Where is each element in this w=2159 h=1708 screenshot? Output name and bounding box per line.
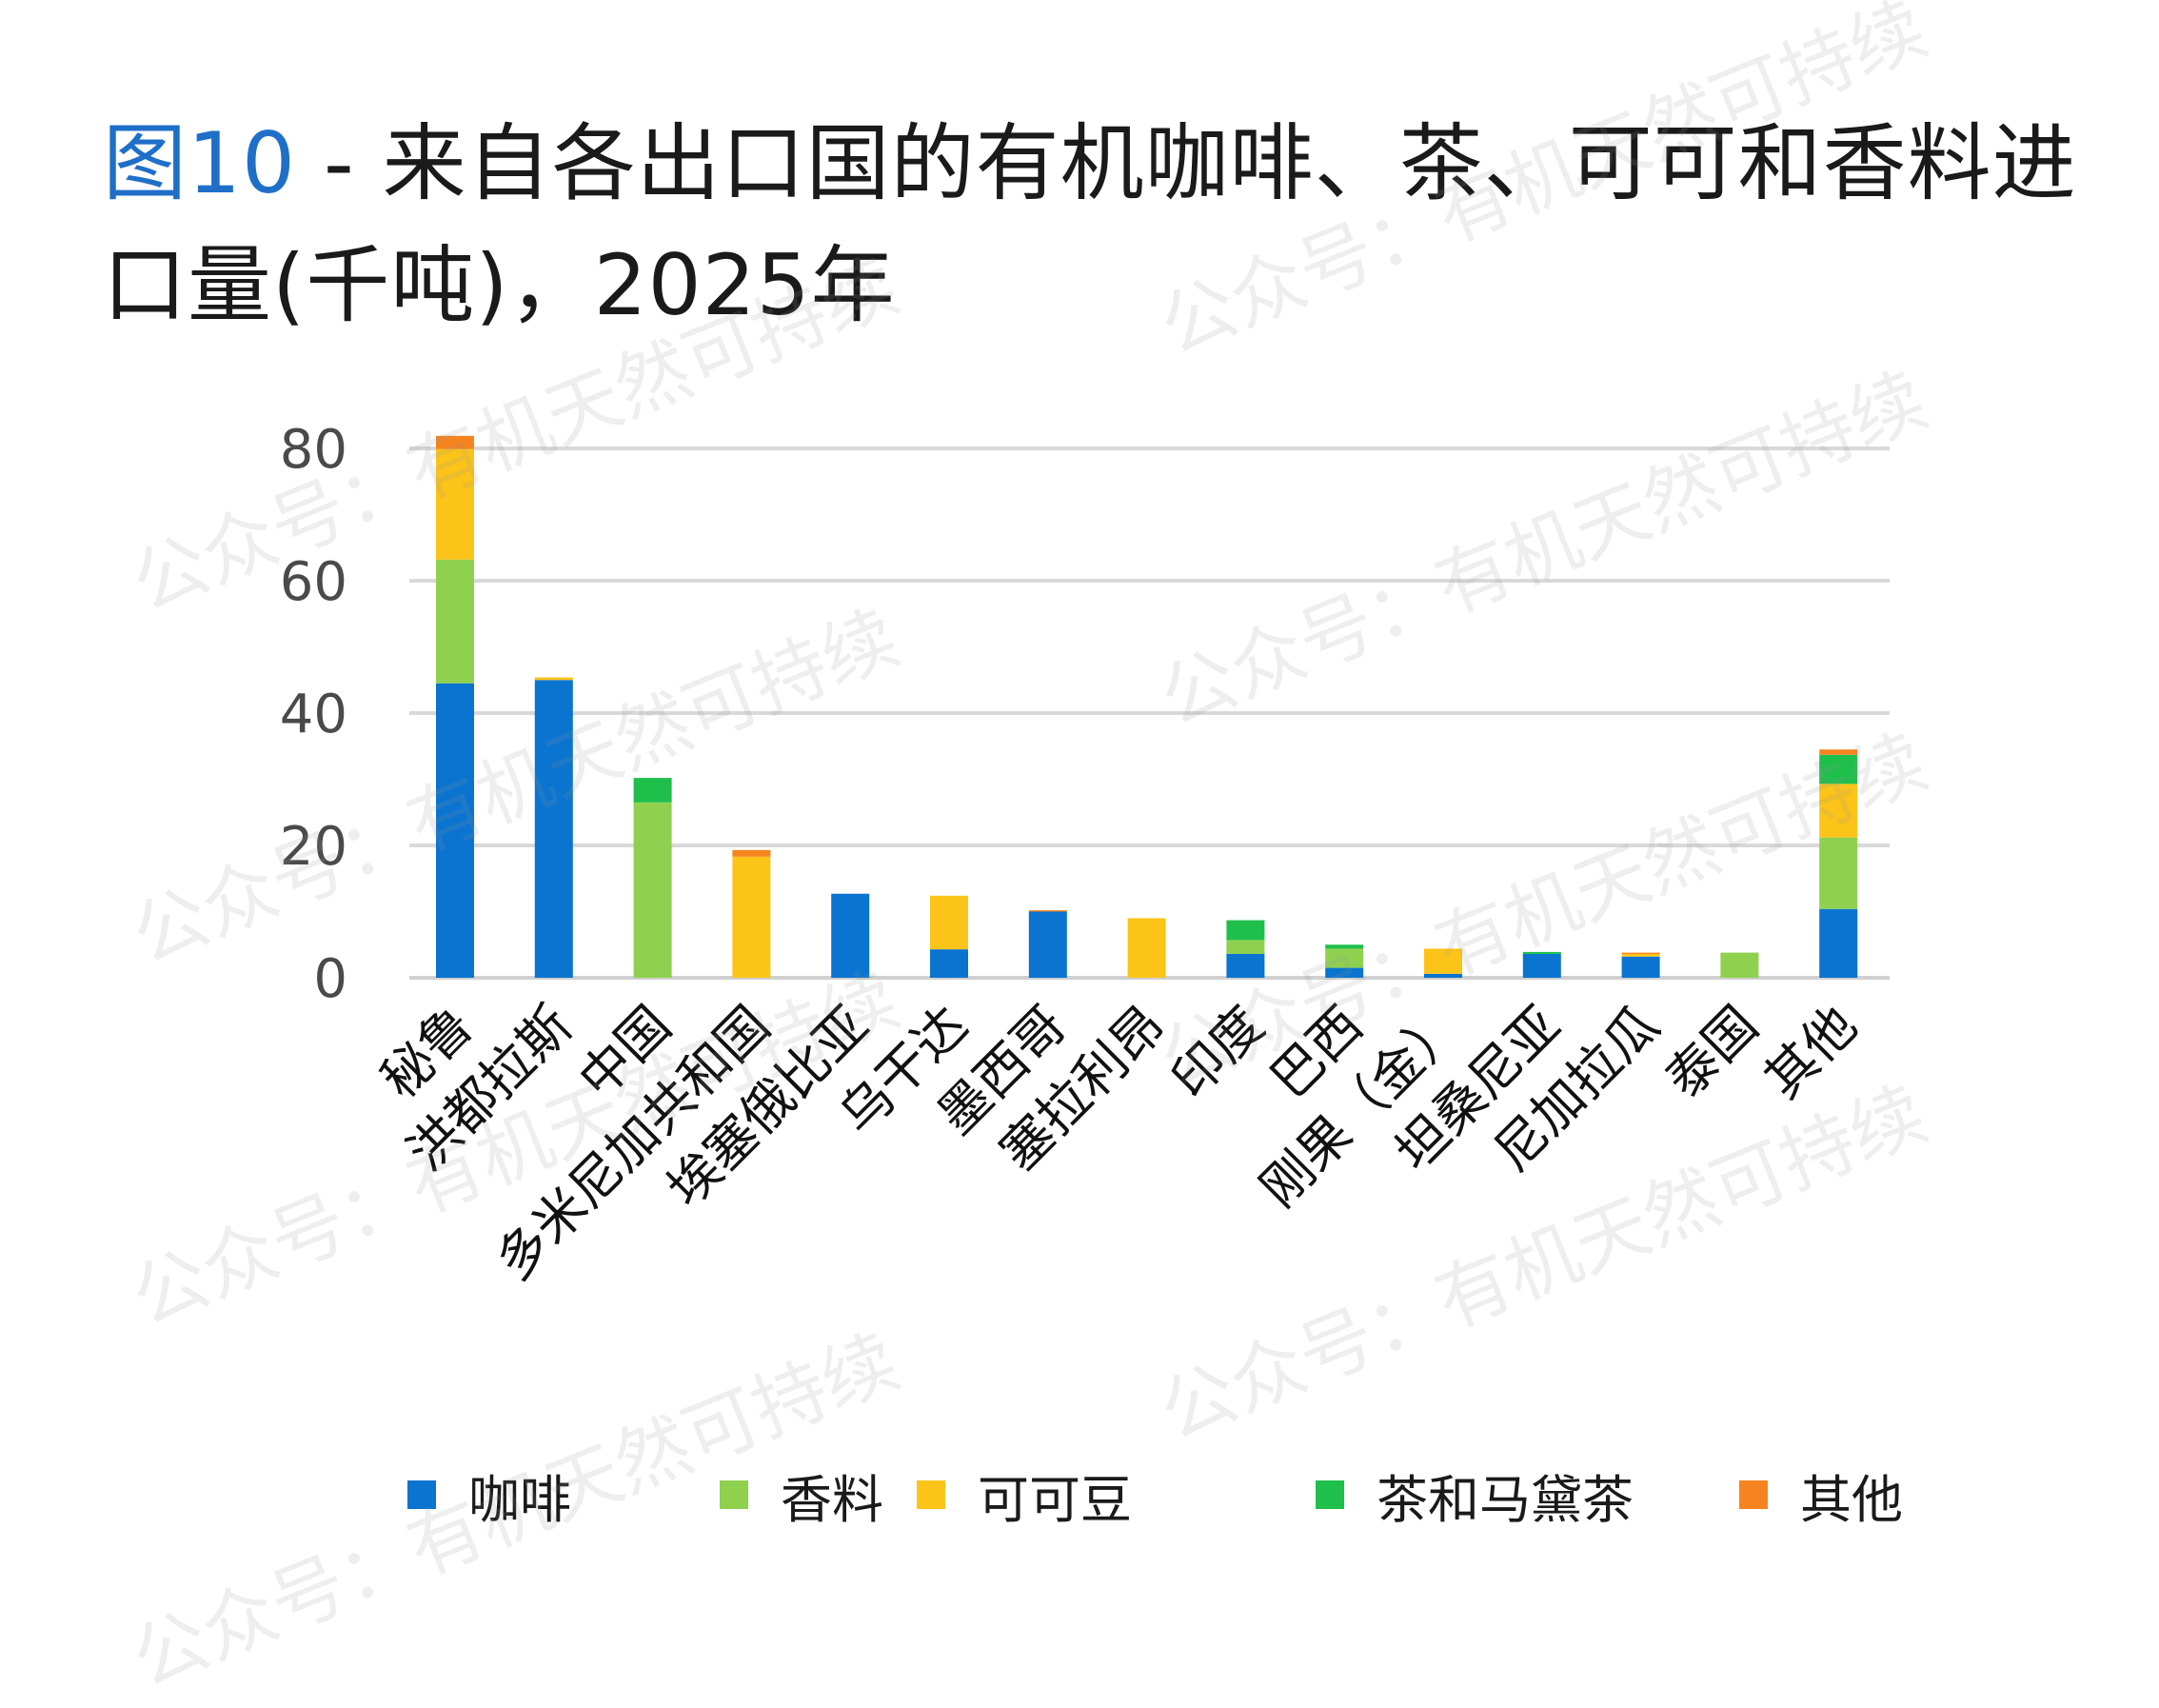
bar-segment [831, 893, 870, 978]
bar-segment [633, 802, 672, 978]
chart-title: 图10 - 来自各出口国的有机咖啡、茶、可可和香料进口量(千吨)，2025年 [103, 103, 2083, 347]
bar-segment [436, 448, 474, 560]
bar-segment [1621, 952, 1660, 954]
legend-swatch [720, 1480, 748, 1509]
bar-segment [1424, 973, 1462, 978]
bar-segment [1819, 837, 1858, 909]
legend-item: 香料 [720, 1461, 883, 1530]
bar-segment [1226, 953, 1265, 978]
bar-segment [436, 559, 474, 684]
figure-label: 图10 [103, 114, 296, 212]
legend-label: 咖啡 [468, 1469, 571, 1530]
bar-segment [930, 895, 968, 950]
bar-segment [1522, 951, 1561, 954]
bar-segment [930, 949, 968, 978]
legend-item: 其他 [1739, 1461, 1903, 1530]
bar-segment [534, 677, 573, 681]
legend-swatch [407, 1480, 436, 1509]
legend-swatch [917, 1480, 945, 1509]
bar-segment [534, 680, 573, 978]
legend-swatch [1316, 1480, 1344, 1509]
title-text: - 来自各出口国的有机咖啡、茶、可可和香料进口量(千吨)，2025年 [103, 114, 2077, 334]
stacked-bar-chart: 0 20 40 60 80 秘鲁洪都拉斯中国多米尼加共和国埃塞俄比亚乌干达墨西哥塞拉利昂… [280, 419, 1890, 1292]
y-tick-label: 60 [280, 551, 347, 613]
legend-label: 其他 [1800, 1469, 1903, 1530]
legend-swatch [1739, 1480, 1768, 1509]
bar-segment [1819, 908, 1858, 978]
bar-segment [1819, 784, 1858, 838]
bar-segment [1325, 967, 1364, 978]
y-tick-label: 80 [280, 419, 347, 481]
x-axis-labels: 秘鲁洪都拉斯中国多米尼加共和国埃塞俄比亚乌干达墨西哥塞拉利昂印度巴西刚果（金）坦… [369, 995, 1868, 1292]
bar-segment [1819, 749, 1858, 755]
y-tick-label: 40 [280, 684, 347, 745]
gridlines [409, 447, 1890, 980]
bar-segment [1720, 952, 1759, 978]
bars [436, 435, 1858, 978]
bar-segment [732, 849, 771, 857]
bar-segment [1325, 948, 1364, 968]
bar-segment [1028, 911, 1067, 978]
bar-segment [1621, 956, 1660, 978]
bar-segment [436, 435, 474, 449]
x-category-label: 其他 [1753, 995, 1868, 1110]
y-axis-ticks: 0 20 40 60 80 [280, 419, 347, 1010]
bar-segment [1621, 953, 1660, 957]
legend-item: 茶和马黛茶 [1316, 1461, 1634, 1530]
y-tick-label: 20 [280, 816, 347, 878]
bar-segment [1522, 953, 1561, 978]
bar-segment [1226, 940, 1265, 954]
x-category-label: 泰国 [1654, 995, 1770, 1110]
bar-segment [1127, 918, 1166, 978]
bar-segment [1226, 920, 1265, 941]
bar-segment [1028, 910, 1067, 912]
legend-label: 可可豆 [978, 1469, 1132, 1530]
legend-label: 茶和马黛茶 [1377, 1469, 1634, 1530]
bar-segment [436, 683, 474, 978]
bar-segment [1424, 948, 1462, 974]
bar-segment [1819, 754, 1858, 784]
bar-segment [1325, 944, 1364, 949]
legend: 咖啡 香料 可可豆 茶和马黛茶 其他 [0, 1461, 2159, 1530]
legend-item: 咖啡 [407, 1461, 571, 1530]
x-category-label: 印度 [1160, 995, 1276, 1110]
y-tick-label: 0 [313, 948, 347, 1010]
legend-label: 香料 [781, 1469, 883, 1530]
bar-segment [633, 778, 672, 803]
bar-segment [732, 856, 771, 978]
legend-item: 可可豆 [917, 1461, 1132, 1530]
